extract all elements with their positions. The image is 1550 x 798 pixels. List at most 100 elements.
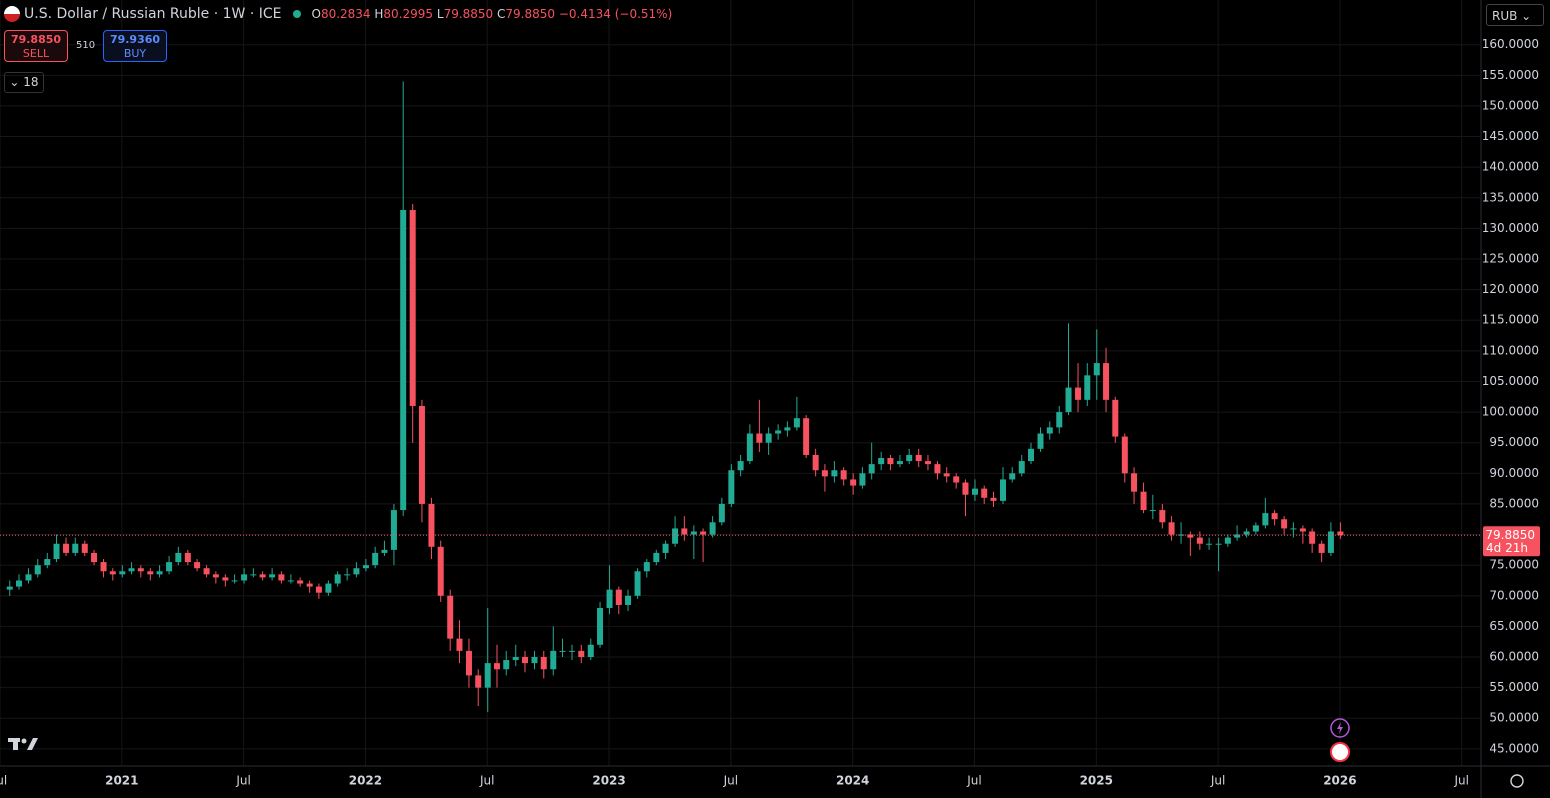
y-tick-label: 140.0000 (1482, 160, 1539, 174)
candle-body (1028, 448, 1035, 462)
y-tick-label: 100.0000 (1482, 405, 1539, 419)
candle-body (212, 574, 219, 578)
candle-body (34, 565, 41, 575)
candle-body (16, 580, 23, 587)
candle-body (1215, 543, 1222, 545)
candle-body (681, 528, 688, 535)
sell-button[interactable]: 79.8850 SELL (4, 30, 68, 62)
candle-body (962, 482, 969, 495)
y-tick-label: 120.0000 (1482, 282, 1539, 296)
candle-body (203, 568, 210, 575)
candle-body (334, 574, 341, 584)
y-tick-label: 90.0000 (1489, 466, 1539, 480)
candle-body (175, 552, 182, 563)
candle-body (1206, 543, 1213, 545)
candle-body (522, 657, 529, 664)
y-tick-label: 55.0000 (1489, 680, 1539, 694)
candle-body (315, 586, 322, 593)
y-tick-label: 145.0000 (1482, 129, 1539, 143)
candle-body (1103, 363, 1110, 400)
candle-body (840, 470, 847, 480)
y-tick-label: 155.0000 (1482, 68, 1539, 82)
candle-body (915, 454, 922, 462)
y-tick-label: 65.0000 (1489, 619, 1539, 633)
candle-body (1149, 510, 1156, 512)
candle-body (484, 663, 491, 688)
candle-body (147, 571, 154, 575)
y-tick-label: 60.0000 (1489, 650, 1539, 664)
candle-body (803, 418, 810, 455)
candle-body (690, 531, 697, 535)
candle-body (1168, 522, 1175, 535)
y-tick-label: 125.0000 (1482, 252, 1539, 266)
settings-icon[interactable] (1510, 774, 1524, 788)
candle-body (1093, 363, 1100, 376)
us-flag-icon[interactable] (1330, 742, 1350, 762)
candle-body (53, 543, 60, 560)
candle-body (1243, 531, 1250, 535)
candle-body (587, 644, 594, 658)
candle-body (409, 210, 416, 406)
currency-select[interactable]: RUB ⌄ (1486, 4, 1544, 26)
candle-body (775, 430, 782, 434)
candle-body (381, 549, 388, 553)
y-tick-label: 85.0000 (1489, 496, 1539, 510)
x-tick-label: Jul (1453, 774, 1468, 788)
candle-body (634, 571, 641, 596)
open-value: 80.2834 (320, 7, 371, 21)
symbol-flag (4, 6, 20, 22)
candles (6, 81, 1344, 713)
candle-body (597, 608, 604, 645)
candle-body (100, 562, 107, 572)
y-tick-label: 115.0000 (1482, 313, 1539, 327)
buy-button[interactable]: 79.9360 BUY (103, 30, 167, 62)
y-tick-label: 105.0000 (1482, 374, 1539, 388)
candle-body (25, 574, 32, 581)
candle-body (812, 454, 819, 471)
y-tick-label: 50.0000 (1489, 711, 1539, 725)
candle-body (1178, 534, 1185, 536)
candle-body (465, 650, 472, 676)
event-icon[interactable] (1330, 718, 1350, 738)
buy-price: 79.9360 (109, 33, 161, 46)
candle-body (259, 574, 266, 578)
candle-body (456, 638, 463, 651)
symbol-header: U.S. Dollar / Russian Ruble · 1W · ICE O… (4, 4, 672, 24)
symbol-title[interactable]: U.S. Dollar / Russian Ruble · 1W · ICE (24, 6, 282, 22)
candle-body (943, 473, 950, 477)
candle-body (1140, 491, 1147, 511)
candle-body (1196, 537, 1203, 544)
candle-body (325, 583, 332, 593)
candle-body (156, 571, 163, 575)
candle-body (981, 488, 988, 498)
candle-body (287, 580, 294, 582)
candle-body (934, 464, 941, 474)
candle-body (718, 503, 725, 523)
candle-body (821, 470, 828, 477)
market-status (293, 10, 302, 18)
candle-body (859, 473, 866, 486)
candle-body (672, 528, 679, 544)
candle-body (1299, 528, 1306, 532)
x-tick-label: 2021 (105, 774, 138, 788)
candle-body (63, 543, 70, 553)
candle-body (503, 660, 510, 670)
y-tick-label: 75.0000 (1489, 558, 1539, 572)
change-value: −0.4134 (−0.51%) (558, 7, 673, 21)
candle-body (1262, 513, 1269, 526)
indicators-toggle[interactable]: ⌄ 18 (4, 72, 44, 93)
candle-body (578, 650, 585, 658)
x-tick-label: Jul (966, 774, 981, 788)
candle-body (559, 650, 566, 652)
candle-body (793, 418, 800, 428)
candle-body (109, 571, 116, 575)
candle-body (400, 210, 407, 511)
candle-body (709, 522, 716, 535)
candle-body (906, 454, 913, 462)
candle-body (372, 552, 379, 566)
x-tick-label: Jul (479, 774, 494, 788)
last-price-label: 79.8850 (1485, 528, 1535, 542)
candle-body (531, 657, 538, 664)
sell-price: 79.8850 (10, 33, 62, 46)
